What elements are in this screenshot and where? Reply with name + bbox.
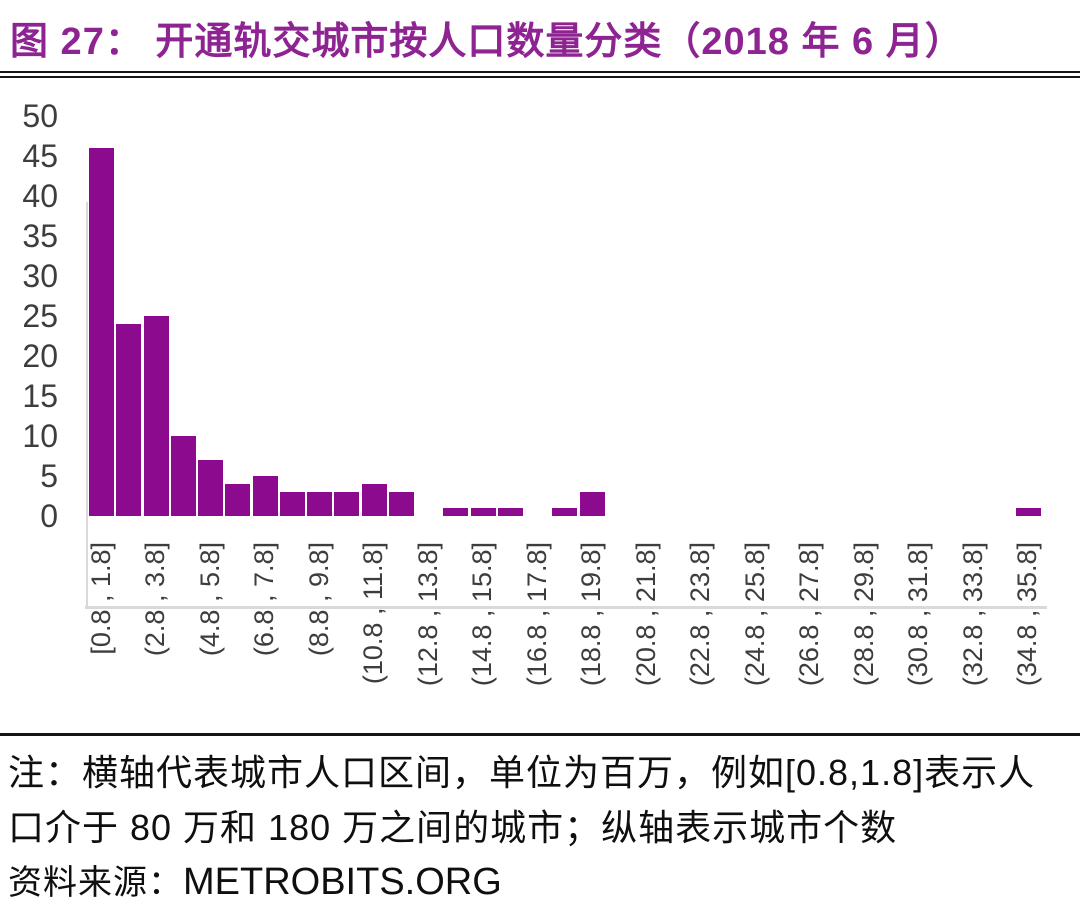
- chart-note-line-2: 口介于 80 万和 180 万之间的城市；纵轴表示城市个数: [8, 807, 898, 848]
- x-tick-label: (20.8 , 21.8]: [630, 542, 661, 687]
- x-tick-label: (8.8 , 9.8]: [303, 542, 334, 657]
- x-tick-label: (4.8 , 5.8]: [194, 542, 225, 657]
- bar: [388, 492, 414, 516]
- y-tick-label: 0: [40, 498, 58, 534]
- x-tick-label: (12.8 , 13.8]: [412, 542, 443, 687]
- y-axis-line: [86, 202, 88, 607]
- x-tick-label: (6.8 , 7.8]: [249, 542, 280, 657]
- x-tick-label: (28.8 , 29.8]: [848, 542, 879, 687]
- bar: [89, 148, 114, 516]
- note-separator-line: [0, 733, 1080, 736]
- x-tick-label: (34.8 , 35.8]: [1012, 542, 1043, 687]
- bar: [579, 492, 605, 516]
- x-tick-label: (2.8 , 3.8]: [140, 542, 171, 657]
- bar: [1015, 508, 1041, 516]
- x-tick-label: [0.8 , 1.8]: [85, 542, 116, 655]
- y-tick-label: 25: [22, 298, 58, 334]
- y-tick-label: 30: [22, 258, 58, 294]
- bar: [252, 476, 278, 516]
- source-label: 资料来源：: [8, 864, 183, 902]
- x-tick-label: (24.8 , 25.8]: [739, 542, 770, 687]
- x-tick-label: (18.8 , 19.8]: [576, 542, 607, 687]
- title-separator-double-line: [0, 71, 1080, 78]
- y-tick-label: 40: [22, 178, 58, 214]
- x-tick-label: (22.8 , 23.8]: [685, 542, 716, 687]
- bar: [361, 484, 387, 516]
- chart-note-line-1: 注：横轴代表城市人口区间，单位为百万，例如[0.8,1.8]表示人: [8, 752, 1036, 793]
- source-value: METROBITS.ORG: [183, 861, 502, 903]
- bar: [143, 316, 169, 516]
- bar: [198, 460, 224, 516]
- y-tick-label: 15: [22, 378, 58, 414]
- y-tick-label: 35: [22, 218, 58, 254]
- bar: [470, 508, 496, 516]
- x-axis-line: [85, 606, 1047, 609]
- bar: [334, 492, 360, 516]
- bar: [307, 492, 333, 516]
- y-tick-label: 5: [40, 458, 58, 494]
- bar-chart: 0 5 10 15 20 25 30 35 40 45 50 [0.8 , 1.8] (2.8 , 3…: [0, 90, 1080, 720]
- source-line: 资料来源：METROBITS.ORG: [8, 855, 502, 904]
- x-tick-label: (32.8 , 33.8]: [957, 542, 988, 687]
- x-tick-label: (16.8 , 17.8]: [521, 542, 552, 687]
- y-tick-label: 10: [22, 418, 58, 454]
- figure-title: 图 27： 开通轨交城市按人口数量分类（2018 年 6 月）: [10, 21, 964, 63]
- bar: [443, 508, 469, 516]
- bar: [279, 492, 305, 516]
- y-tick-label: 20: [22, 338, 58, 374]
- x-tick-label: (14.8 , 15.8]: [467, 542, 498, 687]
- bar: [497, 508, 523, 516]
- bar: [116, 324, 142, 516]
- bar: [170, 436, 196, 516]
- x-tick-label: (30.8 , 31.8]: [903, 542, 934, 687]
- bar: [552, 508, 578, 516]
- bar: [225, 484, 251, 516]
- y-tick-label: 45: [22, 138, 58, 174]
- x-tick-label: (10.8 , 11.8]: [358, 542, 389, 685]
- x-tick-label: (26.8 , 27.8]: [794, 542, 825, 687]
- y-tick-label: 50: [22, 98, 58, 134]
